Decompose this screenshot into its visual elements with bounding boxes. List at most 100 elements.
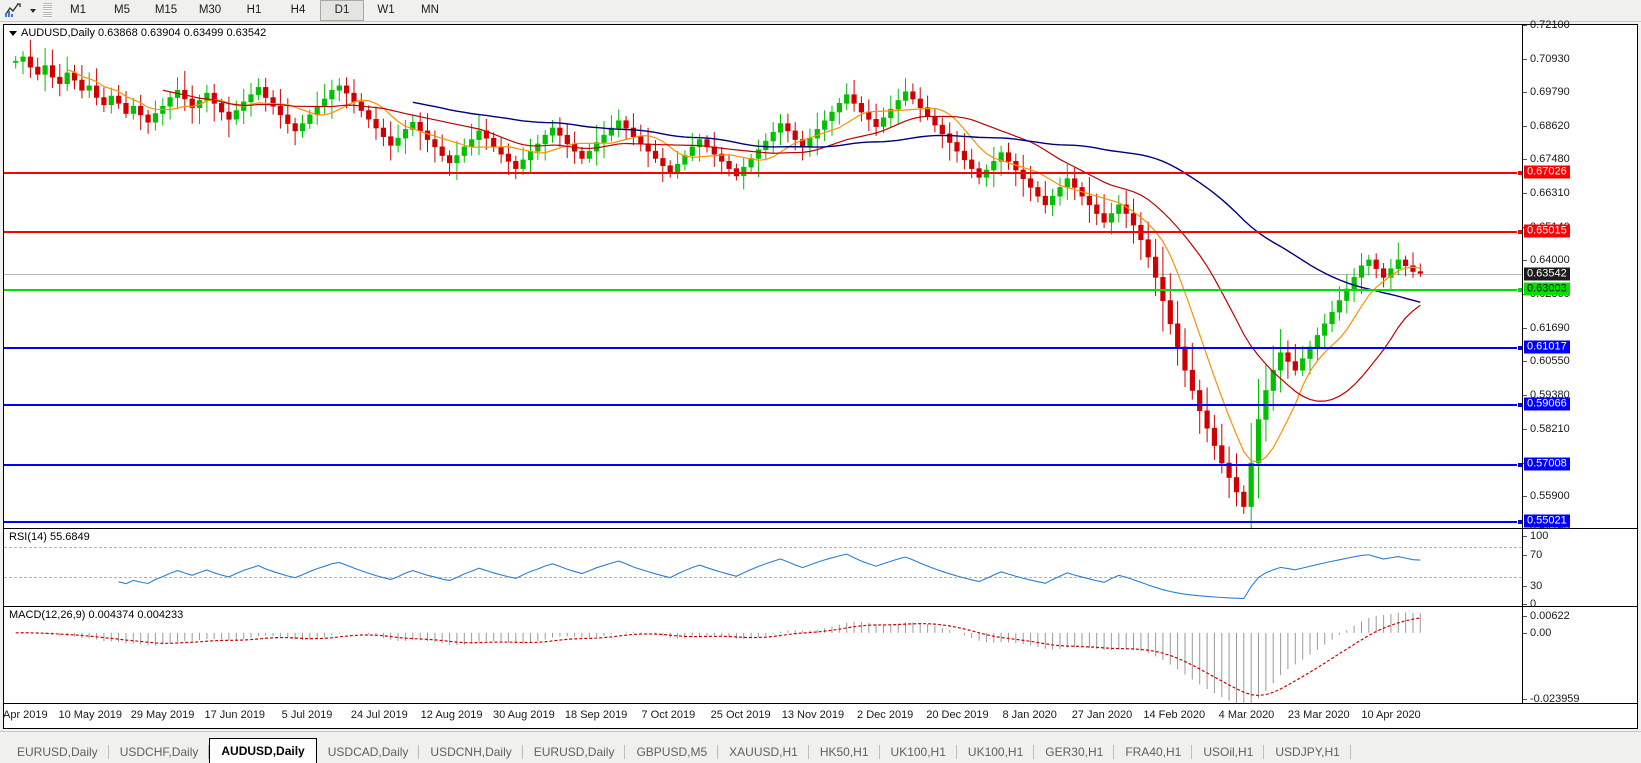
level-line-handle[interactable] [1517, 287, 1522, 294]
price-plot[interactable] [4, 25, 1522, 528]
timeframe-button-m5[interactable]: M5 [114, 4, 130, 16]
price-tag-0.61017[interactable]: 0.61017 [1524, 340, 1570, 354]
timeframe-button-h4[interactable]: H4 [290, 4, 306, 16]
time-axis-label: 13 Nov 2019 [781, 709, 845, 721]
level-line-handle[interactable] [1517, 461, 1522, 468]
chart-tab-label: GER30,H1 [1045, 745, 1104, 759]
price-axis[interactable]: 0.72100 0.70930 0.69790 0.68620 0.67480 0.663… [1522, 19, 1637, 535]
level-line-0.63003[interactable] [4, 287, 1522, 294]
level-line-handle[interactable] [1517, 401, 1522, 408]
time-axis-label: 5 Jul 2019 [281, 709, 333, 721]
price-tick-mark [1523, 360, 1527, 362]
level-line-0.67026[interactable] [4, 170, 1522, 177]
price-pane[interactable]: 0.72100 0.70930 0.69790 0.68620 0.67480 0.663… [4, 19, 1637, 535]
timeframe-button-d1[interactable]: D1 [320, 0, 364, 21]
level-line-handle[interactable] [1517, 345, 1522, 352]
chart-tab-usdcnh-daily[interactable]: USDCNH,Daily [419, 741, 523, 763]
chart-tab-eurusd-daily[interactable]: EURUSD,Daily [6, 741, 109, 763]
chart-tab-fra40-h1[interactable]: FRA40,H1 [1114, 741, 1193, 763]
chart-tab-usoil-h1[interactable]: USOil,H1 [1192, 741, 1265, 763]
time-axis-label: 24 Jul 2019 [350, 709, 408, 721]
chart-tab-label: USDJPY,H1 [1275, 745, 1340, 759]
rsi-curve [4, 529, 1522, 606]
macd-plot[interactable] [4, 607, 1522, 703]
level-line-0.61017[interactable] [4, 345, 1522, 352]
price-tick-label: 0.60550 [1530, 354, 1570, 367]
price-tick-label: 0.55900 [1530, 489, 1570, 502]
timeframe-button-mn[interactable]: MN [421, 4, 439, 16]
level-line-0.57008[interactable] [4, 461, 1522, 468]
price-tick-label: 0.68620 [1530, 120, 1570, 133]
chart-tab-label: EURUSD,Daily [533, 745, 615, 759]
time-axis-label: 29 May 2019 [130, 709, 195, 721]
price-pane-label: AUDUSD,Daily 0.63868 0.63904 0.63499 0.6… [9, 27, 266, 39]
level-line-handle[interactable] [1517, 519, 1522, 526]
chevron-down-icon[interactable] [26, 1, 40, 20]
chart-tab-ger30-h1[interactable]: GER30,H1 [1034, 741, 1115, 763]
chart-tab-eurusd-daily[interactable]: EURUSD,Daily [523, 741, 626, 763]
macd-axis[interactable]: 0.00622 0.00 -0.023959 [1522, 607, 1637, 705]
level-line-0.59066[interactable] [4, 401, 1522, 408]
chart-tab-label: HK50,H1 [819, 745, 869, 759]
time-axis-label: 27 Jan 2020 [1071, 709, 1133, 721]
rsi-axis[interactable]: 100 70 30 0 [1522, 529, 1637, 610]
price-tag-0.59066[interactable]: 0.59066 [1524, 397, 1570, 411]
timeframe-button-group: M1 M5 M15 M30 H1 H4 D1 W1 MN [56, 0, 452, 21]
time-axis[interactable]: 22 Apr 2019 10 May 2019 29 May 2019 17 Jun … [0, 704, 1637, 728]
timeframe-button-m1[interactable]: M1 [70, 4, 86, 16]
level-line-handle[interactable] [1517, 170, 1522, 177]
level-line-handle[interactable] [1517, 228, 1522, 235]
timeframe-button-m15[interactable]: M15 [154, 4, 178, 16]
time-axis-label: 4 Mar 2020 [1218, 709, 1275, 721]
price-tick-mark [1523, 394, 1527, 396]
chart-tab-label: XAUUSD,H1 [729, 745, 798, 759]
macd-tick-label: 0.00 [1530, 627, 1552, 640]
toolbar-drag-handle[interactable] [43, 2, 52, 19]
chart-tab-label: USOil,H1 [1203, 745, 1254, 759]
chart-tab-gbpusd-m5[interactable]: GBPUSD,M5 [625, 741, 719, 763]
macd-pane[interactable]: 0.00622 0.00 -0.023959 MACD(12,26,9) 0.004… [4, 607, 1637, 705]
price-tick-mark [1523, 25, 1527, 26]
chart-tab-audusd-daily[interactable]: AUDUSD,Daily [209, 738, 317, 763]
timeframe-button-m30[interactable]: M30 [198, 4, 222, 16]
timeframe-button-h1[interactable]: H1 [246, 4, 262, 16]
rsi-tick-label: 70 [1530, 549, 1543, 561]
price-tag-0.67026[interactable]: 0.67026 [1524, 165, 1570, 179]
level-line-0.55021[interactable] [4, 519, 1522, 526]
rsi-plot[interactable] [4, 529, 1522, 606]
time-axis-label: 10 May 2019 [58, 709, 123, 721]
timeframe-button-w1[interactable]: W1 [377, 4, 395, 16]
chart-tab-usdchf-daily[interactable]: USDCHF,Daily [109, 741, 210, 763]
collapse-triangle-icon[interactable] [9, 30, 17, 36]
chart-area[interactable]: 0.72100 0.70930 0.69790 0.68620 0.67480 0.663… [0, 19, 1638, 729]
tab-separator [807, 745, 809, 759]
chart-tab-uk100-h1[interactable]: UK100,H1 [880, 741, 957, 763]
macd-tick-mark [1523, 699, 1527, 700]
time-axis-label: 23 Mar 2020 [1287, 709, 1350, 721]
current-price-tag: 0.63542 [1524, 267, 1570, 281]
chart-tab-usdjpy-h1[interactable]: USDJPY,H1 [1264, 741, 1351, 763]
chart-tab-hk50-h1[interactable]: HK50,H1 [809, 741, 880, 763]
price-tag-0.57008[interactable]: 0.57008 [1524, 457, 1570, 471]
chart-bar-icon[interactable] [0, 1, 26, 20]
price-tick-label: 0.66310 [1530, 187, 1570, 200]
rsi-tick-label: 0 [1530, 598, 1537, 610]
chart-tab-bar: EURUSD,Daily USDCHF,Daily AUDUSD,Daily USDC… [0, 731, 1641, 763]
current-price-gridline [4, 273, 1522, 275]
price-tag-0.63003[interactable]: 0.63003 [1524, 282, 1570, 296]
chart-tab-xauusd-h1[interactable]: XAUUSD,H1 [718, 741, 809, 763]
level-line-0.65015[interactable] [4, 228, 1522, 235]
price-tag-0.65015[interactable]: 0.65015 [1524, 224, 1570, 238]
time-axis-label: 8 Jan 2020 [1002, 709, 1057, 721]
tab-separator [955, 745, 957, 759]
price-tag-0.55021[interactable]: 0.55021 [1524, 514, 1570, 528]
price-candles [4, 25, 1522, 528]
timeframe-toolbar: M1 M5 M15 M30 H1 H4 D1 W1 MN [0, 0, 1641, 22]
rsi-pane[interactable]: 100 70 30 0 RSI(14) 55.6849 [4, 529, 1637, 610]
time-axis-label: 30 Aug 2019 [492, 709, 555, 721]
chart-tab-usdcad-daily[interactable]: USDCAD,Daily [317, 741, 420, 763]
macd-tick-mark [1523, 616, 1527, 617]
chart-tab-label: AUDUSD,Daily [221, 744, 305, 758]
chart-tab-uk100-h1[interactable]: UK100,H1 [957, 741, 1035, 763]
